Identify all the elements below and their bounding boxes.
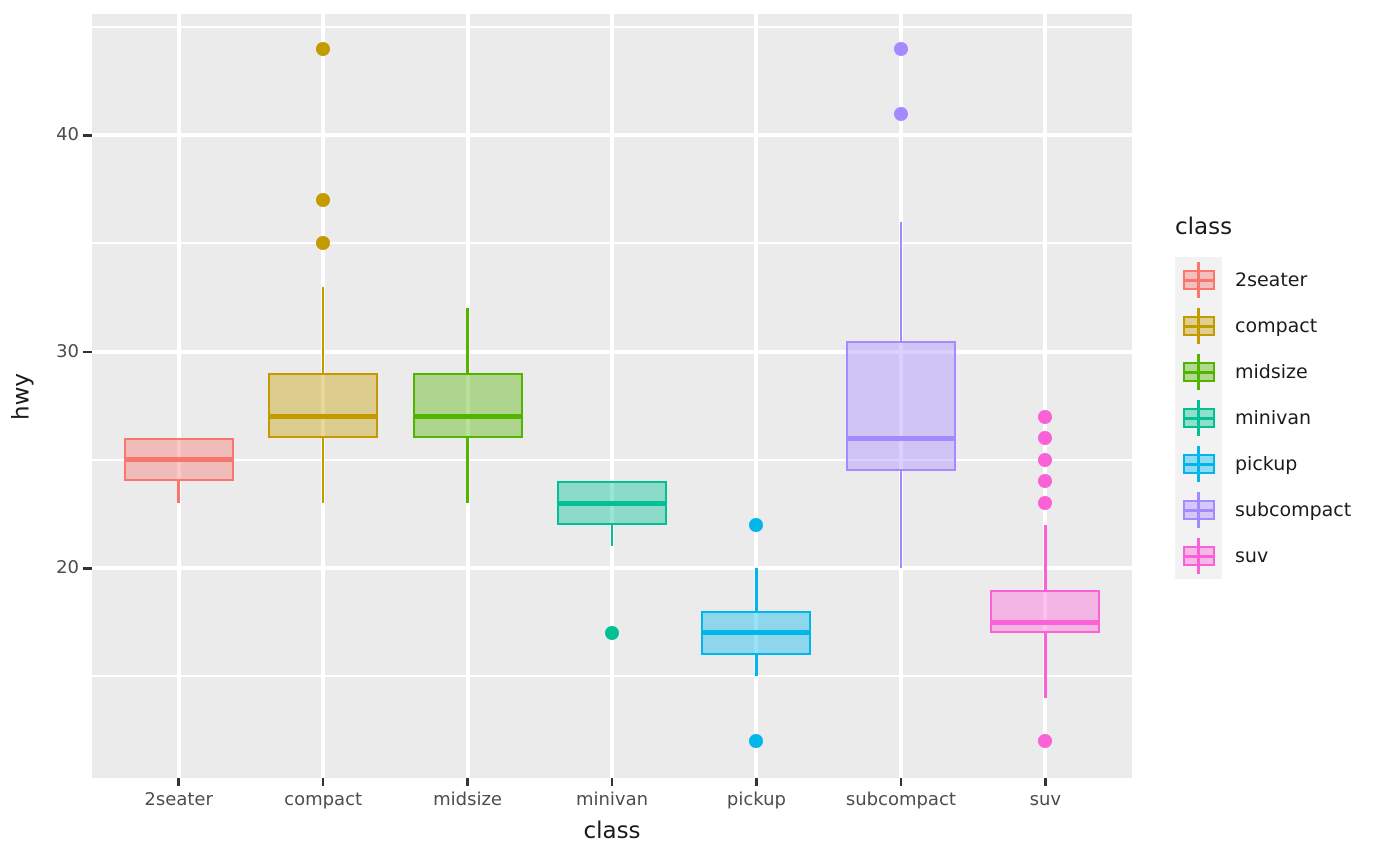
legend-key-minivan	[1175, 395, 1222, 441]
box-compact	[268, 373, 379, 439]
x-tick	[1044, 778, 1047, 786]
major-gridline-minivan	[610, 14, 614, 778]
outlier-suv	[1038, 734, 1053, 749]
legend-key-compact	[1175, 303, 1222, 349]
legend-glyph-median	[1182, 324, 1215, 328]
outlier-suv	[1038, 409, 1053, 424]
x-tick-label-pickup: pickup	[726, 789, 786, 810]
outlier-compact	[316, 41, 331, 56]
legend-label-midsize: midsize	[1235, 361, 1308, 383]
outlier-pickup	[749, 734, 764, 749]
whisker-upper-subcompact	[899, 221, 903, 341]
median-2seater	[123, 457, 234, 463]
legend-glyph-median	[1182, 462, 1215, 466]
legend-label-minivan: minivan	[1235, 407, 1312, 429]
median-suv	[990, 619, 1101, 625]
major-gridline-compact	[321, 14, 326, 778]
major-gridline-subcompact	[898, 14, 903, 778]
whisker-lower-pickup	[755, 654, 758, 677]
legend-glyph-median	[1182, 370, 1215, 374]
x-tick	[610, 778, 614, 786]
x-tick-label-2seater: 2seater	[144, 789, 213, 810]
major-gridline-2seater	[176, 14, 181, 778]
outlier-suv	[1038, 452, 1053, 467]
y-axis-title: hwy	[8, 373, 35, 420]
box-midsize	[412, 373, 523, 439]
whisker-lower-suv	[1044, 632, 1047, 698]
median-midsize	[412, 414, 523, 420]
legend-key-subcompact	[1175, 487, 1222, 533]
legend-glyph-median	[1182, 508, 1215, 512]
legend-label-2seater: 2seater	[1235, 269, 1308, 291]
legend-key-midsize	[1175, 349, 1222, 395]
y-tick-label: 20	[56, 557, 79, 579]
whisker-upper-suv	[1044, 524, 1047, 590]
legend-glyph-median	[1182, 416, 1215, 420]
y-tick	[83, 567, 92, 570]
x-tick	[321, 778, 325, 786]
major-gridline-pickup	[754, 14, 759, 778]
whisker-upper-compact	[321, 286, 325, 374]
x-tick-label-suv: suv	[1029, 789, 1062, 810]
outlier-compact	[316, 236, 331, 251]
x-axis-title: class	[583, 818, 641, 844]
whisker-lower-compact	[321, 438, 325, 504]
legend-label-pickup: pickup	[1235, 453, 1298, 475]
whisker-lower-midsize	[466, 438, 469, 504]
major-gridline-suv	[1043, 14, 1048, 778]
box-subcompact	[845, 340, 956, 471]
plot-panel	[92, 14, 1132, 778]
x-tick-label-midsize: midsize	[433, 789, 502, 810]
outlier-subcompact	[893, 41, 908, 56]
legend-label-suv: suv	[1235, 545, 1269, 567]
x-tick-label-compact: compact	[284, 789, 363, 810]
outlier-subcompact	[893, 106, 908, 121]
median-compact	[268, 414, 379, 420]
x-tick	[899, 778, 903, 786]
x-tick	[755, 778, 758, 786]
whisker-lower-subcompact	[899, 470, 903, 569]
y-tick	[83, 350, 92, 354]
median-minivan	[557, 500, 667, 506]
outlier-pickup	[749, 517, 764, 532]
outlier-suv	[1038, 496, 1053, 511]
whisker-upper-midsize	[466, 308, 469, 374]
outlier-minivan	[605, 625, 619, 640]
y-tick-label: 40	[56, 124, 79, 146]
legend-key-2seater	[1175, 257, 1222, 303]
legend-glyph-median	[1182, 278, 1215, 282]
median-pickup	[701, 630, 812, 636]
x-tick-label-minivan: minivan	[575, 789, 649, 810]
legend-label-subcompact: subcompact	[1235, 499, 1352, 521]
legend-title: class	[1175, 214, 1233, 240]
box-suv	[990, 589, 1101, 633]
legend-glyph-median	[1182, 554, 1215, 558]
outlier-suv	[1038, 474, 1053, 489]
legend-key-suv	[1175, 533, 1222, 579]
legend-key-pickup	[1175, 441, 1222, 487]
median-subcompact	[845, 435, 956, 441]
x-tick	[466, 778, 469, 786]
outlier-suv	[1038, 431, 1053, 446]
x-tick-label-subcompact: subcompact	[845, 789, 956, 810]
whisker-upper-pickup	[755, 568, 758, 612]
whisker-lower-2seater	[177, 481, 180, 504]
major-gridline-midsize	[465, 14, 470, 778]
legend-label-compact: compact	[1235, 315, 1318, 337]
whisker-lower-minivan	[610, 524, 614, 547]
outlier-compact	[316, 193, 331, 208]
y-tick	[83, 134, 92, 137]
y-tick-label: 30	[56, 340, 79, 362]
x-tick	[177, 778, 180, 786]
